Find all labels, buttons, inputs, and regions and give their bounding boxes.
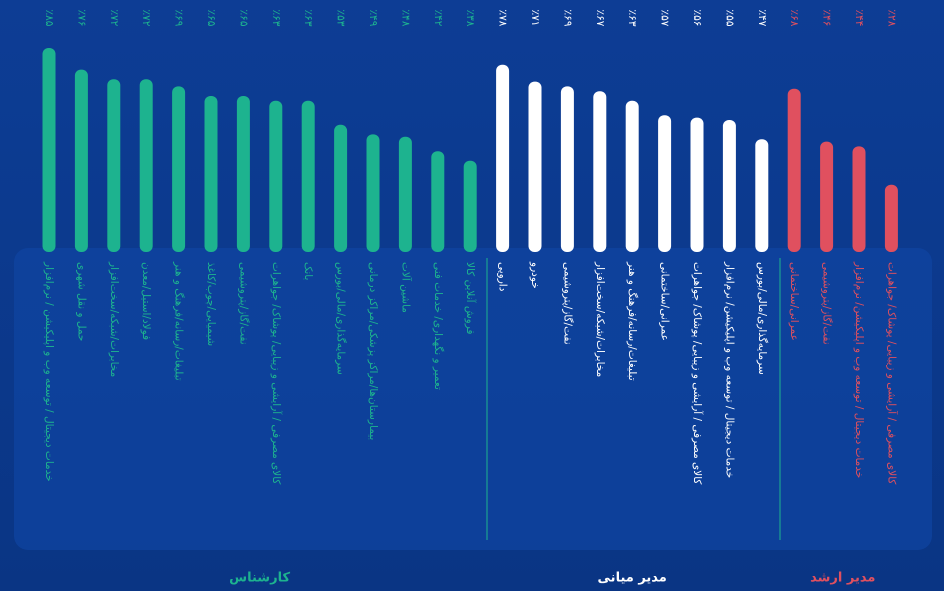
- bar: [625, 100, 639, 252]
- category-label: خدمات دیجیتال / توسعه وب و اپلیکیشن / نر…: [43, 261, 55, 482]
- value-label: ٪۴۶: [821, 10, 833, 27]
- value-label: ٪۶۳: [626, 10, 638, 27]
- category-label: سرمایه‌گذاری/مالی/بورس: [756, 262, 769, 375]
- bar: [269, 100, 283, 252]
- category-label: مخابرات/شبکه/سخت‌افزار: [108, 261, 120, 377]
- category-label: کالای مصرفی / آرایشی و زیبایی/ پوشاک/ جو…: [885, 262, 898, 484]
- category-label: شیمیایی/چوب/کاغذ: [205, 262, 217, 346]
- bar: [236, 96, 250, 252]
- bar: [107, 79, 121, 252]
- category-label: کالای مصرفی / آرایشی و زیبایی/ پوشاک/ جو…: [270, 262, 283, 484]
- category-label: فروش آنلاین کالا: [464, 262, 477, 335]
- category-label: دارویی: [497, 262, 509, 292]
- value-label: ٪۴۸: [399, 10, 411, 27]
- value-label: ٪۶۳: [270, 10, 282, 27]
- value-label: ٪۶۹: [173, 10, 185, 27]
- bar: [884, 184, 898, 252]
- category-label: حمل و نقل شهری: [75, 262, 87, 341]
- bar: [398, 136, 412, 252]
- category-label: نفت/گاز/پتروشیمی: [561, 262, 574, 345]
- category-label: کالای مصرفی / آرایشی و زیبایی/ پوشاک/ جو…: [691, 262, 704, 484]
- value-label: ٪۸۵: [43, 10, 55, 27]
- value-label: ٪۶۷: [594, 10, 606, 27]
- bar: [690, 117, 704, 252]
- category-label: تبلیغات/رسانه/فرهنگ و هنر: [173, 261, 186, 381]
- category-label: عمرانی/ساختمانی: [659, 262, 671, 341]
- value-label: ٪۳۸: [464, 10, 476, 27]
- value-label: ٪۵۷: [659, 10, 671, 27]
- value-label: ٪۶۵: [237, 10, 249, 27]
- category-label: خودرو: [529, 261, 541, 289]
- bar: [852, 146, 866, 252]
- value-label: ٪۶۸: [788, 10, 800, 27]
- value-label: ٪۵۶: [691, 10, 703, 27]
- bar: [42, 48, 56, 252]
- value-label: ٪۷۲: [108, 10, 120, 27]
- value-label: ٪۵۵: [723, 10, 735, 27]
- value-label: ٪۶۳: [302, 10, 314, 27]
- bar: [722, 120, 736, 252]
- bar: [366, 134, 380, 252]
- value-label: ٪۷۱: [529, 10, 541, 27]
- bar: [74, 69, 88, 252]
- bar: [172, 86, 186, 253]
- bar: [431, 151, 445, 252]
- value-label: ٪۲۸: [885, 10, 897, 27]
- value-label: ٪۶۹: [561, 10, 573, 27]
- category-label: فولاد/استیل/معدن: [140, 262, 152, 340]
- group-label: کارشناس: [229, 571, 290, 586]
- bar: [334, 124, 348, 252]
- bar: [463, 160, 477, 252]
- label-panel: [14, 248, 932, 550]
- value-label: ٪۴۹: [367, 10, 379, 27]
- category-label: نفت/گاز/پتروشیمی: [821, 262, 834, 345]
- value-label: ٪۷۸: [497, 10, 509, 27]
- bar: [301, 100, 315, 252]
- bar: [755, 139, 769, 252]
- group-label: مدیر میانی: [598, 571, 667, 586]
- bar: [787, 88, 801, 252]
- category-label: مخابرات/شبکه/سخت‌افزار: [594, 261, 606, 377]
- value-label: ٪۷۶: [75, 10, 87, 27]
- category-label: عمرانی/ساختمانی: [788, 262, 800, 341]
- category-label: خدمات دیجیتال / توسعه وب و اپلیکیشن/ نرم…: [723, 261, 735, 478]
- category-label: نفت/گاز/پتروشیمی: [237, 262, 250, 345]
- bar: [139, 79, 153, 252]
- bar: [560, 86, 574, 253]
- value-label: ٪۷۲: [140, 10, 152, 27]
- bar: [820, 141, 834, 252]
- category-label: ماشین آلات: [399, 262, 412, 313]
- category-label: بانک: [302, 262, 314, 280]
- category-label: تعمیر و نگهداری/ خدمات فنی: [432, 262, 445, 390]
- value-label: ٪۴۷: [756, 10, 768, 27]
- category-label: سرمایه‌گذاری/مالی/بورس: [335, 262, 348, 375]
- bar: [593, 91, 607, 252]
- group-label: مدیر ارشد: [810, 571, 875, 586]
- bar: [496, 64, 510, 252]
- value-label: ٪۶۵: [205, 10, 217, 27]
- bar: [204, 96, 218, 252]
- value-label: ٪۴۴: [853, 10, 865, 27]
- bar: [658, 115, 672, 252]
- category-label: تبلیغات/رسانه/فرهنگ و هنر: [626, 261, 639, 381]
- value-label: ٪۴۲: [432, 10, 444, 27]
- bar: [528, 81, 542, 252]
- category-label: خدمات دیجیتال / توسعه وب و اپلیکیشن/ نرم…: [853, 261, 865, 478]
- value-label: ٪۵۳: [335, 10, 347, 27]
- category-label: بیمارستان‌ها/مراکز پزشکی/مراکز درمانی: [367, 262, 379, 440]
